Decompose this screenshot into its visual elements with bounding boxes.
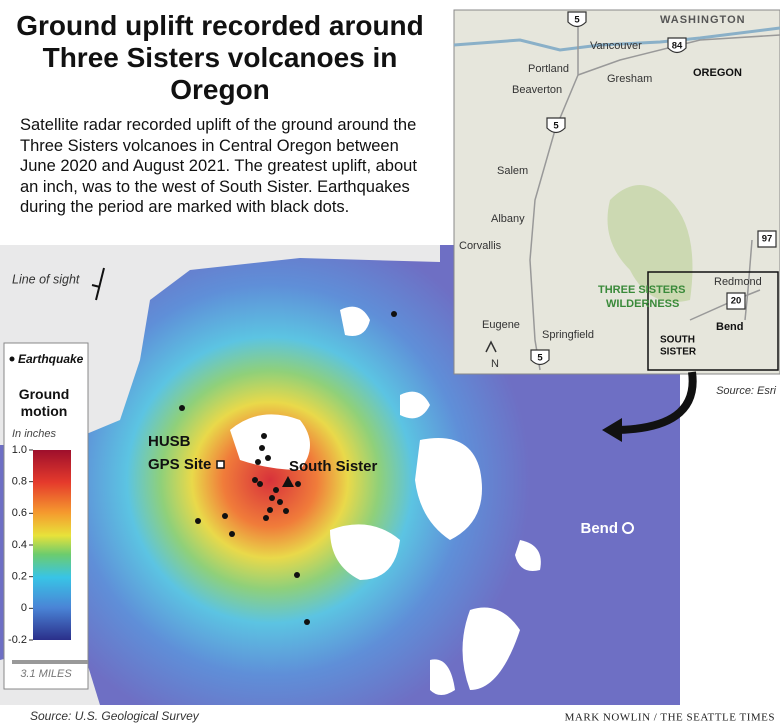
highway-shields: 5 84 5 97 20 5 <box>530 11 777 366</box>
highway-number: 5 <box>553 121 559 132</box>
zoom-box <box>647 271 779 371</box>
volcano-label: SOUTH <box>660 335 695 346</box>
north-label: N <box>491 358 499 370</box>
earthquakes <box>179 311 397 625</box>
highway-number: 84 <box>672 41 683 52</box>
columbia-river <box>453 26 780 52</box>
colorbar-tick-label: 0 <box>21 602 27 614</box>
inset-map <box>453 9 780 375</box>
highway-number: 5 <box>574 15 580 26</box>
city-label: Vancouver <box>590 40 642 52</box>
terrain <box>0 245 440 445</box>
highway-shield <box>530 349 550 366</box>
colorbar-tick-label: 0.6 <box>12 507 27 519</box>
state-label: WASHINGTON <box>660 14 746 26</box>
inset-source: Source: Esri <box>716 385 776 397</box>
state-label: OREGON <box>693 67 742 79</box>
station-label: HUSB <box>148 433 191 450</box>
north-arrow <box>485 340 497 353</box>
city-label: Bend <box>716 321 744 333</box>
legend-units: In inches <box>12 428 57 440</box>
volcano-marker <box>282 476 294 487</box>
city-label: Portland <box>528 63 569 75</box>
highway-shield <box>546 117 566 134</box>
wilderness-label: WILDERNESS <box>606 298 679 310</box>
highway-shield <box>567 11 587 28</box>
line-of-sight-arrow <box>95 267 105 301</box>
scale-bar-label: 3.1 MILES <box>20 668 72 680</box>
wilderness-label: THREE SISTERS <box>598 284 685 296</box>
zoom-arrow <box>611 371 697 434</box>
line-of-sight-arrow <box>91 284 101 288</box>
city-label: Redmond <box>714 276 762 288</box>
line-of-sight-label: Line of sight <box>12 272 80 286</box>
colorbar-tick-label: 0.2 <box>12 571 27 583</box>
city-label: Salem <box>497 165 528 177</box>
colorbar-tick-label: -0.2 <box>8 634 27 646</box>
zoom-arrow-head <box>602 418 622 442</box>
legend-earthquake-marker <box>9 356 15 362</box>
no-data-areas <box>230 306 541 695</box>
city-label: Bend <box>581 520 619 537</box>
city-label: Gresham <box>607 73 652 85</box>
colorbar-tick-label: 1.0 <box>12 444 27 456</box>
colorbar <box>33 450 71 640</box>
legend-title-box: Ground motion <box>18 386 70 419</box>
title: Ground uplift recorded around Three Sist… <box>16 10 424 105</box>
highway-shield <box>667 37 687 54</box>
volcano-label: South Sister <box>289 458 378 475</box>
highway-shield <box>726 292 746 310</box>
volcano-label: SISTER <box>660 347 697 358</box>
highway-shield <box>757 230 777 248</box>
gps-site-marker <box>216 460 225 469</box>
city-label: Corvallis <box>459 240 502 252</box>
city-label: Springfield <box>542 329 594 341</box>
legend-title: Ground motion <box>18 386 70 419</box>
highway-number: 20 <box>731 296 742 307</box>
highway-number: 97 <box>762 234 773 245</box>
station-type-label: GPS Site <box>148 456 211 473</box>
city-marker <box>622 522 634 534</box>
highway-number: 5 <box>537 353 543 364</box>
colorbar-tick-label: 0.4 <box>12 539 27 551</box>
source: Source: U.S. Geological Survey <box>30 709 200 723</box>
city-label: Albany <box>491 213 525 225</box>
city-label: Eugene <box>482 319 520 331</box>
city-label: Beaverton <box>512 84 562 96</box>
colorbar-tick-label: 0.8 <box>12 476 27 488</box>
legend-earthquake-label: Earthquake <box>18 352 84 366</box>
credit: MARK NOWLIN / THE SEATTLE TIMES <box>565 712 775 724</box>
description: Satellite radar recorded uplift of the g… <box>20 116 417 216</box>
